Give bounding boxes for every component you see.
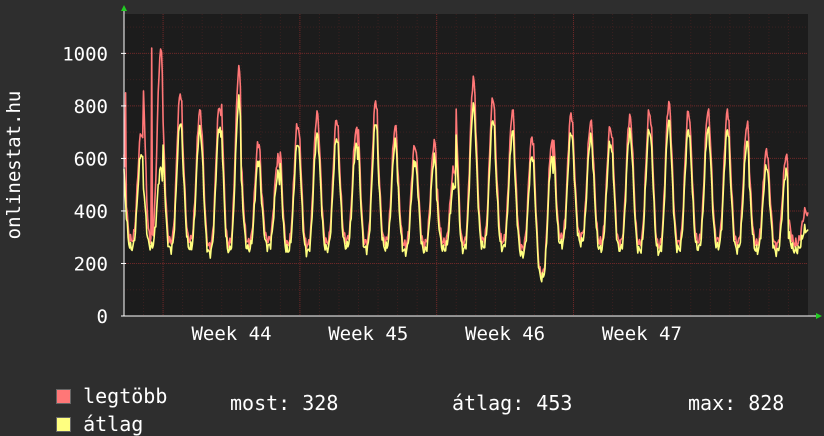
plot-background [124, 14, 808, 316]
legend-label-max: legtöbb [83, 384, 168, 408]
y-tick-label: 800 [74, 96, 108, 118]
legend-item-max: legtöbb [32, 363, 167, 407]
legend-item-average: átlag [32, 391, 143, 435]
legend-label-average: átlag [83, 412, 144, 436]
y-tick-label: 400 [74, 201, 108, 223]
axes [121, 5, 822, 319]
y-axis-label: onlinestat.hu [3, 91, 25, 240]
stat-max: max: 828 [688, 391, 785, 415]
y-tick-label: 1000 [62, 43, 108, 65]
x-axis-arrow [816, 313, 822, 319]
series-line-average [123, 94, 809, 283]
legend-swatch-max [56, 389, 72, 404]
y-tick-label: 0 [97, 306, 108, 328]
stat-current: most: 328 [230, 391, 339, 415]
series-layer [123, 47, 809, 283]
x-tick-label: Week 45 [328, 323, 408, 345]
x-tick-label: Week 46 [465, 323, 545, 345]
y-axis-arrow [121, 5, 127, 11]
x-tick-label: Week 47 [602, 323, 682, 345]
stat-average: átlag: 453 [452, 391, 573, 415]
y-tick-label: 200 [74, 253, 108, 275]
y-tick-label: 600 [74, 148, 108, 170]
x-tick-label: Week 44 [191, 323, 271, 345]
labels: 0 200 400 600 800 1000 Week 44 Week 45 Week 46 We… [62, 43, 682, 345]
